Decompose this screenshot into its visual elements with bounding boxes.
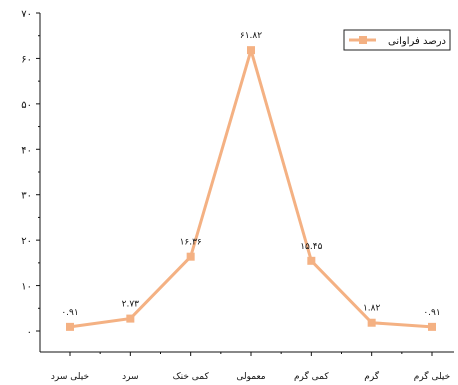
y-tick-label: ۳۰ <box>21 191 32 202</box>
x-tick-label: سرد <box>122 372 139 382</box>
data-point-marker <box>307 256 316 265</box>
data-point-marker <box>186 252 195 261</box>
data-point-marker <box>66 322 74 331</box>
y-tick-label: ۷۰ <box>21 9 32 20</box>
data-point-marker <box>247 46 255 55</box>
series-line-path <box>69 48 433 329</box>
data-point-marker <box>367 318 376 327</box>
axes: ۰ ۱۰ ۲۰ ۳۰ ۴۰ ۵۰ ۶۰ ۷۰ خیلی سرد سرد کمی خنک معمولی ک… <box>21 9 454 382</box>
data-label: ۱۶.۳۶ <box>180 238 202 248</box>
legend-marker <box>359 36 367 44</box>
data-label: ۰.۹۱ <box>423 308 440 318</box>
x-tick-label: خیلی سرد <box>51 372 89 382</box>
data-point-marker <box>428 322 436 331</box>
y-tick-label: ۴۰ <box>21 145 32 156</box>
y-tick-label: ۵۰ <box>21 100 32 111</box>
data-label: ۰.۹۱ <box>61 308 78 318</box>
data-label: ۱۵.۴۵ <box>300 242 322 252</box>
y-tick-label: ۰ <box>27 327 32 338</box>
data-label: ۶۱.۸۲ <box>240 31 262 41</box>
series-line <box>66 46 436 331</box>
x-tick-label: خیلی گرم <box>414 370 450 382</box>
y-tick-label: ۲۰ <box>21 236 32 247</box>
y-tick-label: ۶۰ <box>21 54 32 65</box>
x-tick-label: کمی گرم <box>294 370 329 382</box>
data-labels: ۰.۹۱ ۲.۷۳ ۱۶.۳۶ ۶۱.۸۲ ۱۵.۴۵ ۱.۸۲ ۰.۹۱ <box>61 31 440 318</box>
y-tick-label: ۱۰ <box>21 282 32 293</box>
legend: درصد فراوانی <box>343 29 451 51</box>
legend-box <box>343 29 451 51</box>
legend-label: درصد فراوانی <box>388 36 446 47</box>
x-tick-label: کمی خنک <box>173 372 210 382</box>
data-label: ۲.۷۳ <box>122 300 140 310</box>
x-tick-label: گرم <box>364 370 380 382</box>
x-tick-label: معمولی <box>236 372 265 382</box>
data-label: ۱.۸۲ <box>363 304 381 314</box>
data-point-marker <box>126 314 135 323</box>
